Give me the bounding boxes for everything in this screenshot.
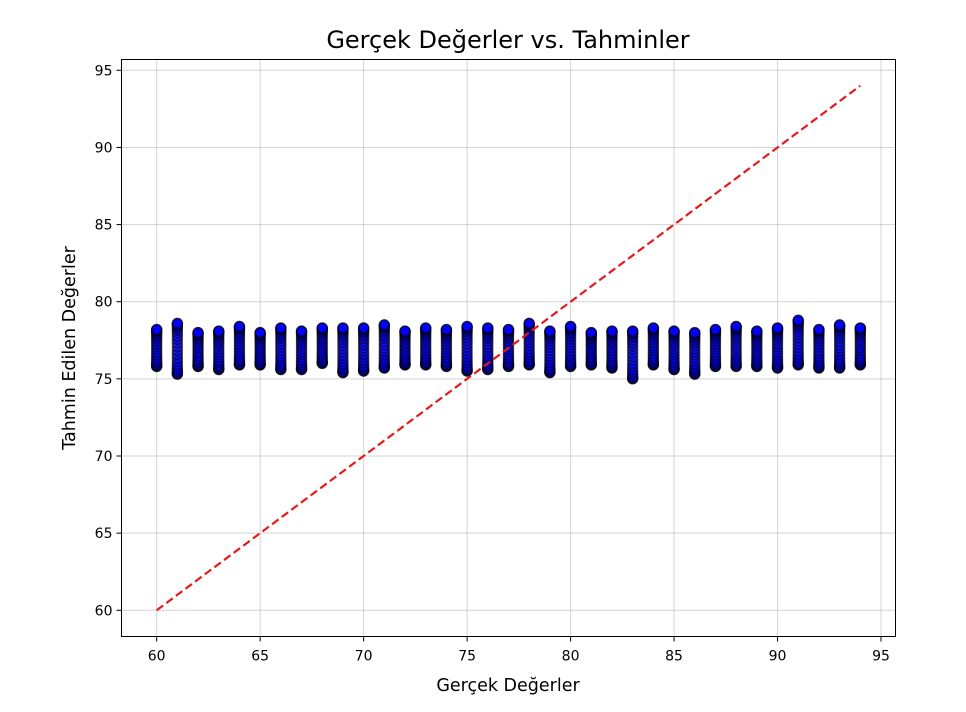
x-axis: 60 65 70 75 80 85 90 95 <box>148 636 890 665</box>
data-point <box>854 322 867 334</box>
data-point <box>792 314 804 326</box>
data-point <box>213 325 225 337</box>
y-tick-label: 90 <box>95 140 113 156</box>
y-axis-label: Tahmin Edilen Değerler <box>60 245 80 450</box>
data-point <box>730 320 742 333</box>
data-point <box>275 322 287 334</box>
data-point <box>689 326 701 339</box>
x-tick-label: 90 <box>769 649 787 665</box>
chart-title: Gerçek Değerler vs. Tahminler <box>326 26 689 54</box>
y-tick-label: 80 <box>95 295 113 311</box>
data-point <box>502 323 515 336</box>
reference-line <box>156 84 861 612</box>
plot-frame <box>121 59 896 637</box>
data-point <box>378 319 391 331</box>
data-point <box>171 317 184 330</box>
data-point <box>833 319 846 331</box>
x-tick-label: 60 <box>148 649 166 665</box>
data-point <box>233 320 246 333</box>
data-point <box>813 323 825 336</box>
data-point <box>399 325 411 337</box>
y-tick-label: 95 <box>95 63 113 79</box>
data-point <box>337 322 349 334</box>
data-point <box>709 323 722 336</box>
data-point <box>420 322 432 334</box>
x-tick-label: 80 <box>562 649 580 665</box>
data-point <box>440 323 453 336</box>
x-axis-label: Gerçek Değerler <box>436 676 580 696</box>
data-point <box>192 326 204 339</box>
y-tick-label: 85 <box>95 218 113 234</box>
y-tick-label: 70 <box>95 449 113 465</box>
scatter-points <box>150 314 867 385</box>
data-point <box>585 326 597 339</box>
x-tick-label: 85 <box>665 649 683 665</box>
y-tick-label: 75 <box>95 372 113 388</box>
data-point <box>357 322 370 334</box>
data-point <box>316 322 328 334</box>
data-point <box>254 326 266 339</box>
data-point <box>771 322 784 334</box>
data-point <box>626 325 639 337</box>
data-point <box>668 325 680 337</box>
x-tick-label: 75 <box>458 649 476 665</box>
x-tick-label: 95 <box>872 649 890 665</box>
data-point <box>647 322 660 334</box>
data-point <box>461 320 473 333</box>
data-point <box>606 325 618 337</box>
y-tick-label: 60 <box>95 603 113 619</box>
x-tick-label: 70 <box>355 649 373 665</box>
data-point <box>523 317 535 330</box>
data-point <box>482 322 494 334</box>
x-tick-label: 65 <box>251 649 269 665</box>
data-point <box>564 320 577 333</box>
data-point <box>751 325 763 337</box>
y-tick-label: 65 <box>95 526 113 542</box>
data-point <box>544 325 556 337</box>
data-point <box>295 325 308 337</box>
data-point <box>150 323 163 336</box>
y-axis: 60 65 70 75 80 85 90 95 <box>95 63 122 619</box>
